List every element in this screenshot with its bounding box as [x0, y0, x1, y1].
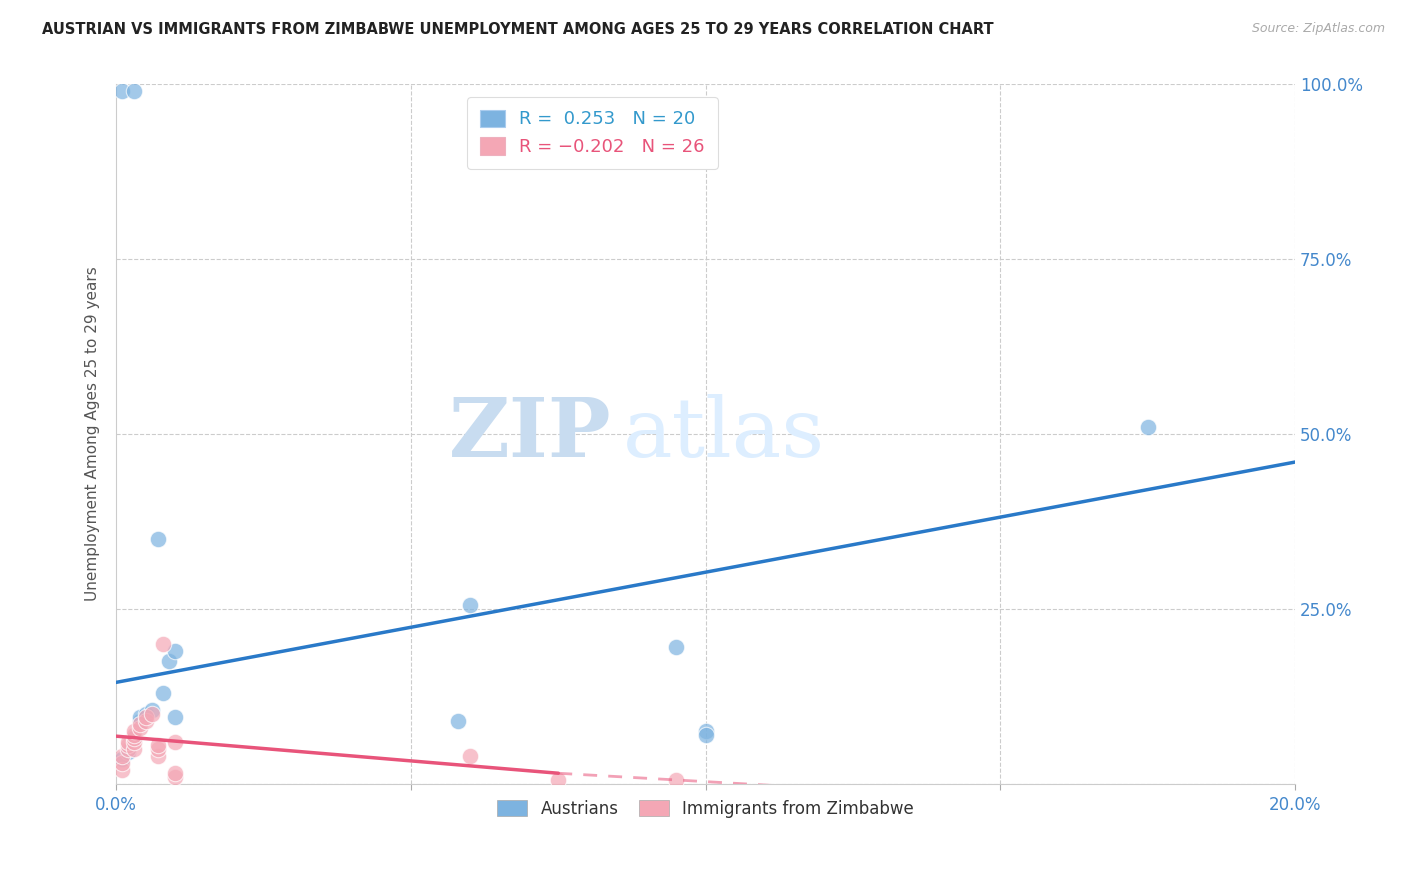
- Point: [135, 706, 157, 721]
- Text: ZIP: ZIP: [449, 394, 612, 474]
- Point: [122, 731, 145, 746]
- Point: [165, 710, 187, 724]
- Point: [122, 731, 145, 746]
- Point: [665, 640, 688, 655]
- Point: [165, 770, 187, 784]
- Point: [165, 766, 187, 780]
- Point: [1136, 420, 1159, 434]
- Point: [128, 721, 150, 735]
- Point: [117, 739, 139, 753]
- Point: [146, 741, 169, 756]
- Point: [157, 654, 180, 668]
- Point: [146, 748, 169, 763]
- Point: [122, 741, 145, 756]
- Point: [111, 763, 134, 777]
- Point: [146, 532, 169, 546]
- Point: [458, 599, 481, 613]
- Text: atlas: atlas: [623, 394, 825, 474]
- Point: [122, 728, 145, 742]
- Point: [458, 748, 481, 763]
- Text: Source: ZipAtlas.com: Source: ZipAtlas.com: [1251, 22, 1385, 36]
- Point: [447, 714, 470, 728]
- Point: [165, 644, 187, 658]
- Point: [135, 710, 157, 724]
- Point: [128, 710, 150, 724]
- Point: [117, 741, 139, 756]
- Point: [165, 735, 187, 749]
- Text: AUSTRIAN VS IMMIGRANTS FROM ZIMBABWE UNEMPLOYMENT AMONG AGES 25 TO 29 YEARS CORR: AUSTRIAN VS IMMIGRANTS FROM ZIMBABWE UNE…: [42, 22, 994, 37]
- Point: [547, 773, 569, 788]
- Point: [135, 714, 157, 728]
- Point: [128, 717, 150, 731]
- Point: [117, 745, 139, 759]
- Point: [111, 748, 134, 763]
- Point: [141, 706, 163, 721]
- Point: [122, 735, 145, 749]
- Point: [141, 703, 163, 717]
- Point: [695, 728, 717, 742]
- Point: [111, 756, 134, 770]
- Legend: Austrians, Immigrants from Zimbabwe: Austrians, Immigrants from Zimbabwe: [491, 793, 921, 824]
- Y-axis label: Unemployment Among Ages 25 to 29 years: Unemployment Among Ages 25 to 29 years: [86, 267, 100, 601]
- Point: [146, 739, 169, 753]
- Point: [111, 752, 134, 766]
- Point: [152, 686, 174, 700]
- Point: [111, 85, 134, 99]
- Point: [128, 714, 150, 728]
- Point: [695, 724, 717, 739]
- Point: [122, 85, 145, 99]
- Point: [122, 724, 145, 739]
- Point: [665, 773, 688, 788]
- Point: [117, 735, 139, 749]
- Point: [152, 637, 174, 651]
